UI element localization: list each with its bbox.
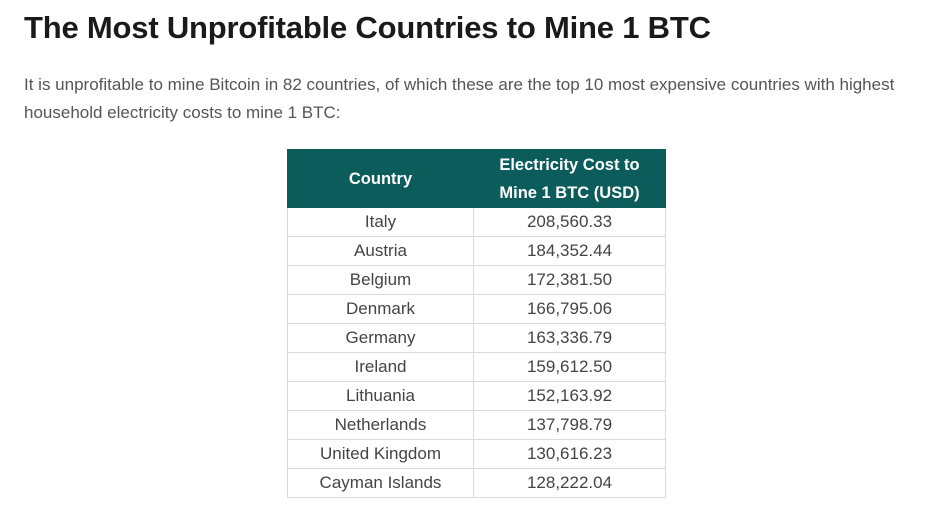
country-column-header: Country xyxy=(287,149,474,208)
country-cell: Cayman Islands xyxy=(287,468,474,498)
table-row: United Kingdom 130,616.23 xyxy=(287,439,666,469)
cost-cell: 208,560.33 xyxy=(473,207,666,237)
cost-column-header: Electricity Cost to Mine 1 BTC (USD) xyxy=(473,149,666,208)
country-cell: Belgium xyxy=(287,265,474,295)
table-header-row: Country Electricity Cost to Mine 1 BTC (… xyxy=(287,149,666,208)
table-row: Netherlands 137,798.79 xyxy=(287,410,666,440)
table-row: Italy 208,560.33 xyxy=(287,207,666,237)
cost-cell: 163,336.79 xyxy=(473,323,666,353)
country-cell: United Kingdom xyxy=(287,439,474,469)
country-cell: Denmark xyxy=(287,294,474,324)
country-cell: Italy xyxy=(287,207,474,237)
country-header-label: Country xyxy=(348,169,413,188)
cost-cell: 166,795.06 xyxy=(473,294,666,324)
intro-paragraph: It is unprofitable to mine Bitcoin in 82… xyxy=(24,75,895,122)
country-cell: Lithuania xyxy=(287,381,474,411)
table-row: Germany 163,336.79 xyxy=(287,323,666,353)
table-row: Ireland 159,612.50 xyxy=(287,352,666,382)
table-row: Lithuania 152,163.92 xyxy=(287,381,666,411)
country-cell: Germany xyxy=(287,323,474,353)
cost-cell: 172,381.50 xyxy=(473,265,666,295)
cost-cell: 159,612.50 xyxy=(473,352,666,382)
cost-cell: 130,616.23 xyxy=(473,439,666,469)
cost-cell: 128,222.04 xyxy=(473,468,666,498)
country-cell: Austria xyxy=(287,236,474,266)
table-row: Denmark 166,795.06 xyxy=(287,294,666,324)
page-title: The Most Unprofitable Countries to Mine … xyxy=(24,10,711,45)
country-cell: Ireland xyxy=(287,352,474,382)
cost-cell: 184,352.44 xyxy=(473,236,666,266)
country-cell: Netherlands xyxy=(287,410,474,440)
table-row: Belgium 172,381.50 xyxy=(287,265,666,295)
cost-header-line2: Mine 1 BTC (USD) xyxy=(499,183,640,202)
cost-cell: 137,798.79 xyxy=(473,410,666,440)
cost-header-line1: Electricity Cost to xyxy=(499,155,640,174)
cost-cell: 152,163.92 xyxy=(473,381,666,411)
table-row: Austria 184,352.44 xyxy=(287,236,666,266)
mining-cost-table: Country Electricity Cost to Mine 1 BTC (… xyxy=(287,149,666,498)
table-row: Cayman Islands 128,222.04 xyxy=(287,468,666,498)
